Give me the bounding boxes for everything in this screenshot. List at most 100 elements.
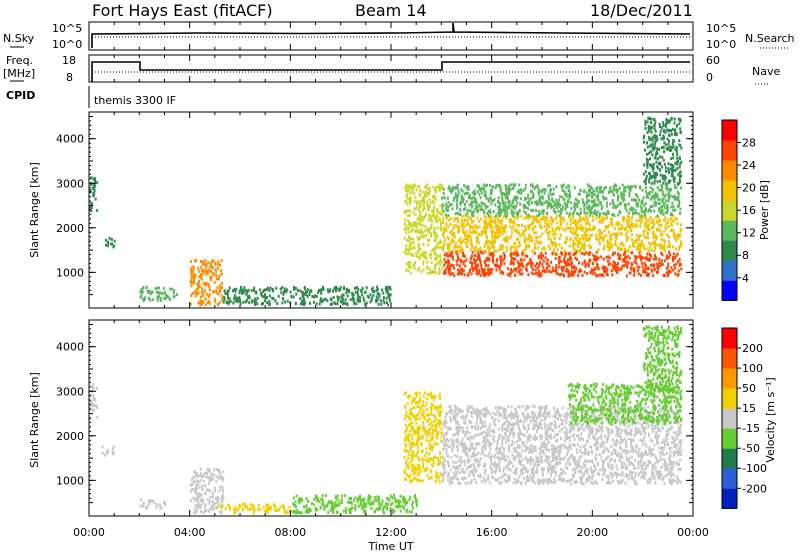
- power-echo-pixel: [517, 230, 520, 234]
- power-echo-pixel: [592, 262, 594, 266]
- velocity-echo-pixel: [206, 475, 209, 479]
- power-echo-pixel: [426, 183, 429, 187]
- power-echo-pixel: [501, 200, 504, 204]
- power-echo-pixel: [340, 300, 343, 304]
- velocity-echo-pixel: [419, 441, 422, 445]
- power-echo-pixel: [597, 248, 600, 252]
- power-echo-pixel: [439, 204, 442, 208]
- power-echo-pixel: [589, 211, 592, 215]
- power-echo-pixel: [510, 211, 513, 215]
- power-echo-pixel: [644, 267, 647, 271]
- velocity-echo-pixel: [354, 496, 357, 500]
- power-echo-pixel: [472, 269, 475, 273]
- velocity-echo-pixel: [501, 445, 504, 449]
- velocity-echo-pixel: [497, 447, 500, 451]
- velocity-echo-pixel: [415, 394, 418, 398]
- power-echo-pixel: [413, 185, 416, 188]
- power-echo-pixel: [628, 194, 631, 198]
- power-echo-pixel: [439, 255, 441, 259]
- power-echo-pixel: [652, 226, 655, 230]
- power-echo-pixel: [605, 201, 608, 205]
- power-echo-pixel: [408, 201, 411, 205]
- power-echo-pixel: [492, 258, 494, 262]
- power-echo-pixel: [662, 158, 665, 162]
- power-echo-pixel: [653, 133, 656, 137]
- power-echo-pixel: [673, 180, 676, 183]
- power-echo-pixel: [264, 296, 267, 300]
- power-echo-pixel: [419, 221, 421, 225]
- power-echo-pixel: [660, 251, 663, 255]
- power-echo-pixel: [568, 196, 571, 200]
- power-echo-pixel: [418, 215, 421, 219]
- power-echo-pixel: [511, 205, 514, 209]
- power-echo-pixel: [321, 299, 324, 303]
- velocity-echo-pixel: [456, 455, 459, 458]
- power-echo-pixel: [666, 204, 668, 208]
- power-echo-pixel: [663, 274, 666, 278]
- power-echo-pixel: [407, 269, 410, 272]
- power-echo-pixel: [253, 299, 256, 303]
- velocity-echo-pixel: [190, 489, 193, 493]
- power-echo-pixel: [448, 218, 451, 222]
- velocity-echo-pixel: [665, 409, 668, 412]
- velocity-echo-pixel: [403, 468, 406, 472]
- power-echo-pixel: [544, 220, 547, 224]
- velocity-echo-pixel: [435, 478, 438, 482]
- power-echo-pixel: [222, 300, 225, 304]
- power-ytick-label: 4000: [56, 133, 84, 146]
- power-echo-pixel: [640, 241, 643, 245]
- velocity-echo-pixel: [368, 498, 371, 502]
- power-echo-pixel: [573, 186, 576, 190]
- power-echo-pixel: [555, 269, 558, 273]
- power-echo-pixel: [646, 274, 649, 277]
- velocity-echo-pixel: [439, 405, 442, 409]
- power-echo-pixel: [353, 286, 356, 290]
- power-echo-pixel: [602, 195, 605, 199]
- power-echo-pixel: [646, 165, 649, 169]
- power-echo-pixel: [208, 288, 211, 292]
- velocity-echo-pixel: [347, 500, 349, 504]
- power-echo-pixel: [220, 272, 223, 276]
- power-echo-pixel: [599, 187, 601, 191]
- power-echo-pixel: [480, 217, 483, 221]
- power-echo-pixel: [470, 202, 473, 206]
- power-echo-pixel: [607, 259, 610, 263]
- power-echo-pixel: [512, 220, 515, 224]
- power-echo-pixel: [202, 294, 205, 298]
- power-echo-pixel: [503, 206, 505, 210]
- velocity-echo-pixel: [216, 495, 219, 499]
- power-echo-pixel: [235, 296, 238, 300]
- velocity-echo-pixel: [645, 463, 648, 467]
- power-echo-pixel: [534, 185, 537, 189]
- power-echo-pixel: [139, 295, 142, 299]
- power-echo-pixel: [659, 173, 662, 177]
- power-echo-pixel: [239, 299, 242, 303]
- power-echo-pixel: [466, 191, 469, 195]
- power-echo-pixel: [522, 264, 525, 268]
- power-echo-pixel: [673, 121, 676, 125]
- power-echo-pixel: [475, 240, 478, 244]
- power-echo-pixel: [658, 219, 661, 223]
- power-echo-pixel: [639, 245, 642, 249]
- power-echo-pixel: [645, 270, 648, 274]
- power-echo-pixel: [531, 219, 534, 223]
- velocity-echo-pixel: [220, 474, 223, 478]
- power-echo-pixel: [201, 292, 204, 295]
- power-echo-pixel: [468, 230, 471, 234]
- power-echo-pixel: [500, 243, 503, 247]
- power-echo-pixel: [90, 205, 93, 209]
- power-echo-pixel: [558, 265, 561, 269]
- power-echo-pixel: [473, 189, 476, 193]
- power-echo-pixel: [614, 266, 617, 270]
- power-echo-pixel: [534, 264, 537, 268]
- power-echo-pixel: [644, 256, 647, 260]
- power-echo-pixel: [429, 267, 432, 271]
- power-echo-pixel: [436, 226, 439, 230]
- velocity-echo-pixel: [91, 386, 94, 390]
- power-echo-pixel: [346, 294, 349, 298]
- velocity-echo-pixel: [587, 474, 590, 478]
- power-colorbar-tick-label: 8: [742, 249, 749, 262]
- power-echo-pixel: [534, 225, 537, 228]
- power-echo-pixel: [472, 214, 475, 218]
